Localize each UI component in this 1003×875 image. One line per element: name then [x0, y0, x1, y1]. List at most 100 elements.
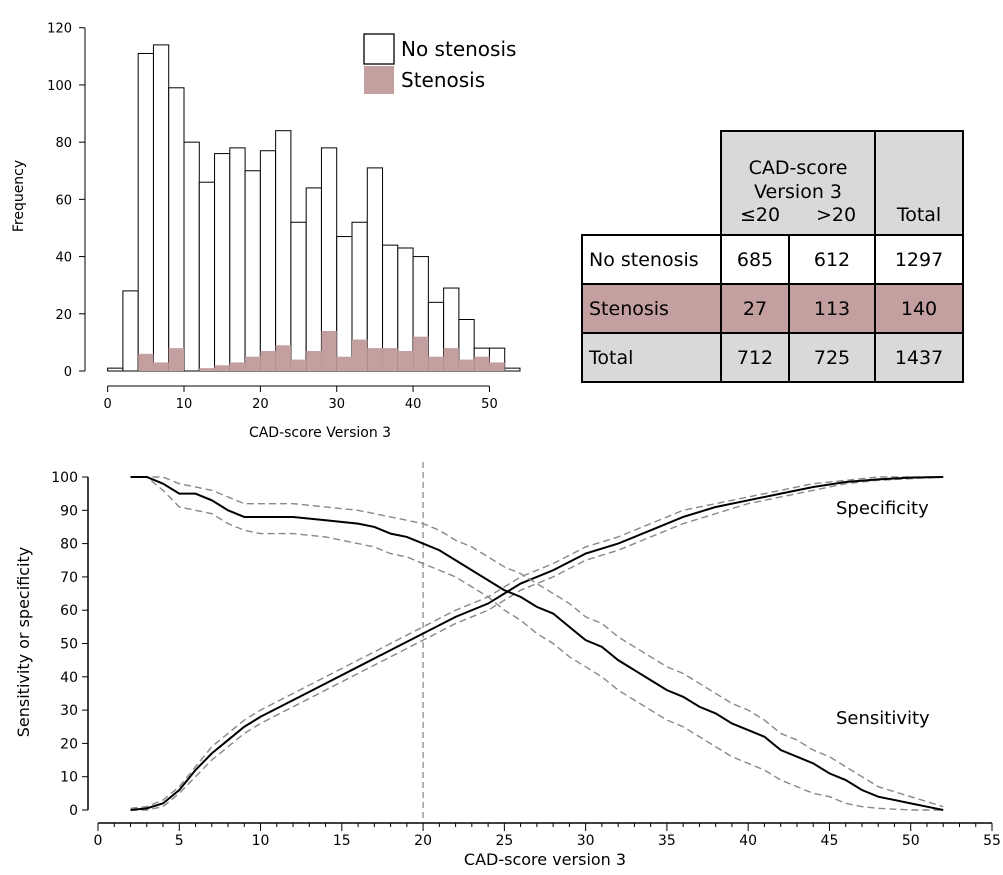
table-row-label: Total — [581, 332, 722, 383]
table-cell: 612 — [788, 234, 876, 285]
curve-x-tick-label: 0 — [94, 833, 103, 849]
histogram-y-tick-label: 60 — [55, 193, 72, 208]
table-col-le20: ≤20 — [739, 204, 781, 226]
table-header-total: Total — [874, 130, 964, 236]
histogram-bars — [107, 44, 521, 372]
histogram-bar-stenosis — [443, 348, 459, 371]
histogram-bar-no-stenosis — [229, 147, 246, 372]
histogram-bar-stenosis — [474, 356, 490, 371]
histogram-bar-no-stenosis — [152, 44, 170, 372]
curve-lines — [130, 462, 944, 820]
curve-y-tick-label: 30 — [60, 703, 78, 719]
table-corner — [582, 131, 721, 235]
curve-y-tick-label: 10 — [60, 770, 78, 786]
histogram-x-tick-label: 40 — [405, 397, 422, 412]
histogram-bar-stenosis — [290, 359, 307, 371]
table-row: Total 712 725 1437 — [581, 332, 964, 383]
histogram-y-axis-title: Frequency — [11, 160, 27, 232]
curve-x-tick-label: 30 — [577, 833, 595, 849]
contingency-table: CAD-score Version 3 ≤20 >20 Total No ste… — [581, 130, 964, 383]
histogram-axes: 0 20 40 60 80 100 120 0 10 20 30 40 50 — [47, 22, 498, 412]
table-cell: 140 — [874, 283, 964, 334]
histogram-y-tick-label: 0 — [64, 365, 72, 380]
table-row: Stenosis 27 113 140 — [581, 283, 964, 334]
histogram-bar-no-stenosis — [168, 87, 185, 372]
histogram-y-tick-label: 100 — [47, 79, 72, 94]
histogram-bar-stenosis — [275, 345, 291, 371]
legend-label-no-stenosis: No stenosis — [401, 37, 516, 61]
histogram-bar-stenosis — [397, 350, 414, 371]
table-row-label: No stenosis — [581, 234, 722, 285]
curve-y-tick-label: 20 — [60, 736, 78, 752]
legend-label-stenosis: Stenosis — [401, 68, 485, 92]
curve-x-tick-label: 15 — [333, 833, 351, 849]
sensitivity-line — [130, 476, 944, 811]
sensitivity-ci-lower-line — [130, 476, 944, 811]
histogram-bar-no-stenosis — [275, 130, 292, 372]
curve-y-axis-title: Sensitivity or specificity — [14, 547, 33, 737]
histogram-bar-no-stenosis — [366, 167, 384, 372]
specificity-ci-lower-line — [130, 476, 944, 811]
table-row-label: Stenosis — [581, 283, 722, 334]
histogram-bar-stenosis — [367, 348, 383, 371]
histogram-x-tick-label: 10 — [176, 397, 193, 412]
curve-x-tick-label: 35 — [658, 833, 676, 849]
table-cell: 725 — [788, 332, 876, 383]
histogram-bar-stenosis — [245, 356, 261, 371]
histogram-bar-no-stenosis — [244, 170, 261, 372]
specificity-line — [130, 476, 944, 811]
histogram-x-tick-label: 0 — [103, 397, 111, 412]
curve-y-tick-label: 100 — [51, 470, 78, 486]
curve-x-tick-label: 50 — [902, 833, 920, 849]
curve-y-tick-label: 60 — [60, 603, 78, 619]
table-header-group-label: CAD-score Version 3 — [748, 157, 848, 203]
table-col-total: Total — [896, 204, 942, 226]
legend-swatch-no-stenosis — [363, 33, 395, 65]
histogram-bar-stenosis — [321, 330, 337, 371]
histogram-bar-no-stenosis — [183, 141, 200, 372]
histogram-x-tick-label: 50 — [481, 397, 498, 412]
histogram-legend: No stenosis Stenosis — [363, 33, 516, 94]
table-cell: 712 — [720, 332, 790, 383]
curve-axes: 0 10 20 30 40 50 60 70 80 90 100 0 5 10 15 20 25 30 35 40 45… — [51, 470, 1001, 849]
table-col-gt20: >20 — [815, 204, 857, 226]
table-cell: 27 — [720, 283, 790, 334]
curve-x-axis-title: CAD-score version 3 — [464, 850, 626, 869]
table-cell: 1437 — [874, 332, 964, 383]
histogram-bar-no-stenosis — [198, 181, 216, 372]
histogram-bar-no-stenosis — [305, 187, 322, 372]
curve-y-tick-label: 90 — [60, 503, 78, 519]
histogram-bar-stenosis — [382, 348, 398, 371]
histogram-x-axis-title: CAD-score Version 3 — [249, 425, 391, 440]
histogram-bar-stenosis — [153, 362, 169, 371]
histogram-bar-stenosis — [428, 356, 444, 371]
histogram-bar-no-stenosis — [336, 236, 353, 372]
curve-x-tick-label: 55 — [983, 833, 1001, 849]
table-header-group: CAD-score Version 3 ≤20 >20 — [720, 130, 875, 236]
curve-x-tick-label: 45 — [821, 833, 839, 849]
curve-x-tick-label: 20 — [414, 833, 432, 849]
curve-y-tick-label: 0 — [69, 803, 78, 819]
histogram-bar-stenosis — [458, 359, 475, 371]
table-cell: 1297 — [874, 234, 964, 285]
histogram-chart: 0 20 40 60 80 100 120 0 10 20 30 40 50 No stenosis S… — [11, 22, 521, 440]
curve-y-tick-label: 40 — [60, 670, 78, 686]
specificity-ci-upper-line — [130, 476, 944, 810]
histogram-bar-no-stenosis — [259, 150, 277, 372]
histogram-y-tick-label: 20 — [55, 308, 72, 323]
histogram-bar-no-stenosis — [107, 367, 124, 372]
histogram-bar-no-stenosis — [122, 290, 139, 372]
histogram-bar-stenosis — [306, 350, 322, 371]
sensitivity-specificity-chart: 0 10 20 30 40 50 60 70 80 90 100 0 5 10 15 20 25 30 35 40 45… — [14, 462, 1001, 869]
histogram-bar-stenosis — [352, 339, 368, 371]
histogram-bar-stenosis — [336, 356, 352, 371]
histogram-bar-stenosis — [260, 350, 276, 371]
histogram-x-tick-label: 30 — [328, 397, 345, 412]
histogram-bar-stenosis — [489, 362, 505, 371]
histogram-bar-no-stenosis — [214, 153, 231, 372]
histogram-bar-stenosis — [138, 353, 154, 371]
histogram-bar-no-stenosis — [137, 52, 154, 372]
histogram-bar-stenosis — [229, 362, 246, 371]
histogram-x-tick-label: 20 — [252, 397, 269, 412]
table-header-row: CAD-score Version 3 ≤20 >20 Total — [582, 130, 964, 236]
